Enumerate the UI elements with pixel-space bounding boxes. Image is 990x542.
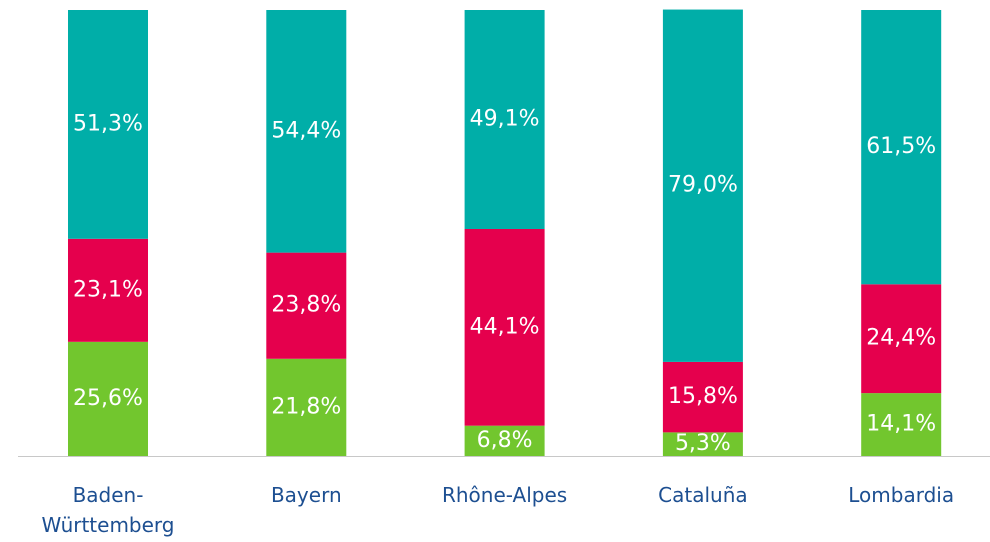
bar-segment: [266, 358, 347, 456]
bar-segment: [266, 252, 347, 359]
bar-segment: [662, 432, 743, 456]
value-label: 6,8%: [477, 428, 533, 453]
x-tick-label: Baden-Württemberg: [41, 483, 175, 537]
bar-segment: [266, 10, 347, 253]
value-label: 49,1%: [470, 106, 540, 131]
value-label: 25,6%: [73, 386, 143, 411]
value-label: 23,1%: [73, 277, 143, 302]
value-label: 23,8%: [271, 293, 341, 318]
bar-segment: [464, 425, 545, 456]
bar-segment: [68, 10, 148, 239]
x-tick-label: Lombardia: [848, 483, 955, 507]
value-label: 15,8%: [668, 384, 738, 409]
x-tick-label: Bayern: [270, 483, 342, 507]
value-label: 54,4%: [271, 118, 341, 143]
value-label: 51,3%: [73, 111, 143, 136]
bars: [68, 9, 942, 456]
bar-segment: [662, 9, 743, 362]
value-labels: 25,6% 23,1% 51,3% 21,8% 23,8% 54,4% 6,8% 44,1% 4…: [73, 106, 936, 456]
bar-segment: [861, 10, 942, 285]
bar-segment: [861, 393, 942, 456]
value-label: 24,4%: [866, 326, 936, 351]
value-label: 61,5%: [866, 134, 936, 159]
bar-segment: [68, 341, 148, 456]
x-tick-label: Rhône-Alpes: [441, 483, 568, 507]
x-tick-label: Cataluña: [658, 483, 748, 507]
bar-segment: [464, 10, 545, 229]
bar-segment: [464, 228, 545, 426]
value-label: 21,8%: [271, 394, 341, 419]
value-label: 14,1%: [866, 412, 936, 437]
value-label: 79,0%: [668, 173, 738, 198]
value-label: 44,1%: [470, 314, 540, 339]
bar-segment: [662, 361, 743, 433]
value-label: 5,3%: [675, 431, 731, 456]
bar-segment: [68, 238, 148, 342]
bar-segment: [861, 284, 942, 394]
